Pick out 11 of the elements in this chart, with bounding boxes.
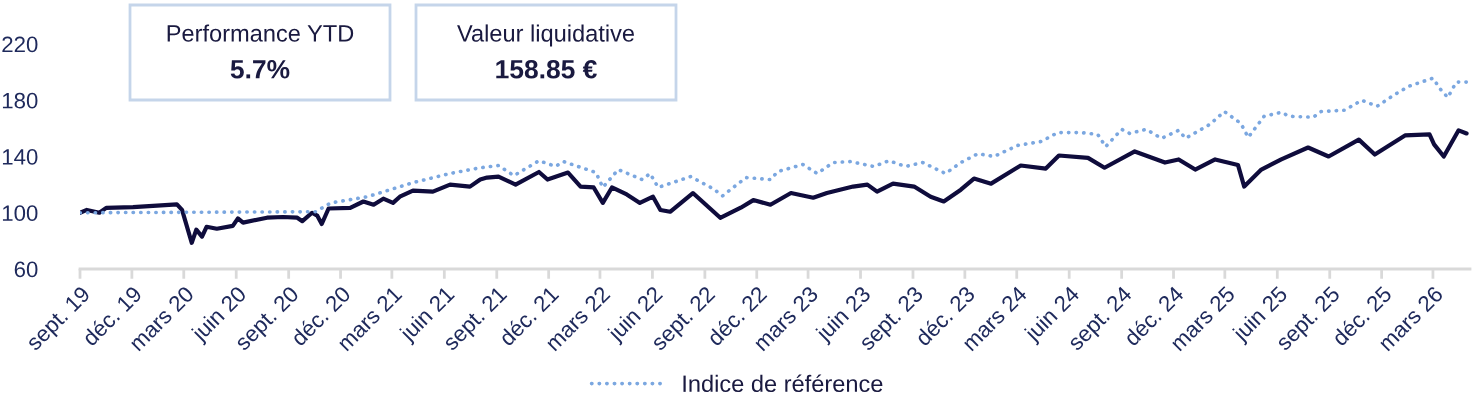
y-tick-label: 60 xyxy=(14,261,38,278)
y-tick-label: 180 xyxy=(2,92,38,109)
text: Performance YTD xyxy=(167,24,354,42)
y-tick-label: 220 xyxy=(2,36,38,53)
line-series xyxy=(80,128,1469,245)
annotation: Valeur liquidative xyxy=(457,24,634,47)
annotation: 5.7% xyxy=(230,59,290,79)
y-tick-label: 100 xyxy=(2,205,38,222)
y-tick-label: 140 xyxy=(2,149,38,165)
annotation: 158.85 € xyxy=(496,59,597,79)
legend-label: Indice de référence xyxy=(683,374,883,393)
